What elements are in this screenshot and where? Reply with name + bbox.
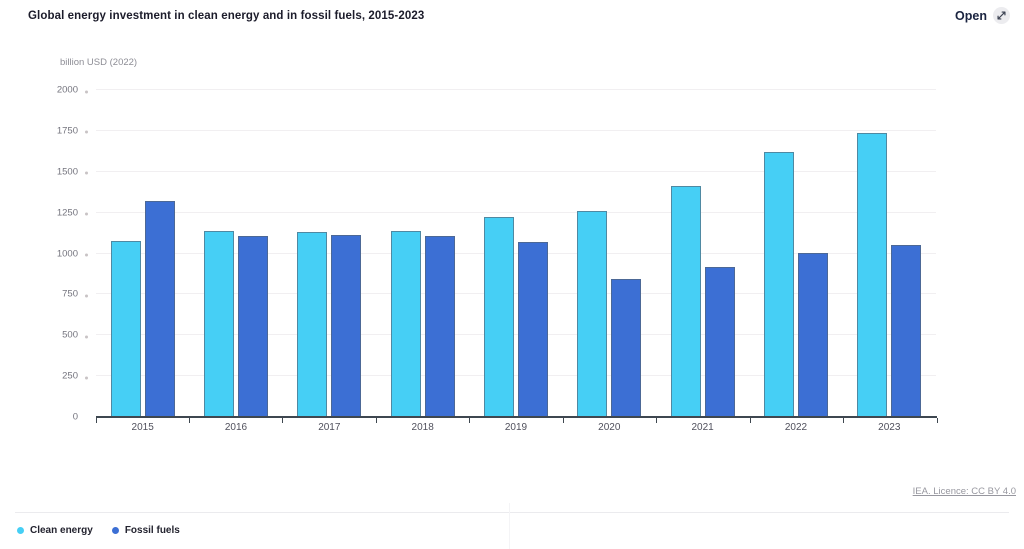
x-axis-label: 2021 (691, 422, 714, 433)
y-axis-tick (85, 253, 88, 257)
license-link[interactable]: IEA. Licence: CC BY 4.0 (912, 486, 1016, 497)
y-axis-tick (85, 335, 88, 339)
gridline (96, 129, 936, 131)
bar-fossil-fuels[interactable] (797, 252, 828, 417)
footer-column-divider (509, 503, 510, 549)
gridline (96, 252, 936, 254)
bar-clean-energy[interactable] (110, 241, 141, 417)
legend-label: Fossil fuels (124, 524, 180, 536)
x-axis-ticks (95, 418, 938, 424)
gridline (96, 89, 936, 90)
bar-fossil-fuels[interactable] (891, 245, 922, 417)
x-axis-label: 2019 (504, 422, 528, 433)
bar-fossil-fuels[interactable] (237, 236, 268, 417)
x-axis-tick (749, 418, 751, 423)
bar-fossil-fuels[interactable] (424, 235, 455, 417)
y-axis: 0 250 500 750 1000 1250 1500 1750 2000 (0, 85, 88, 423)
x-axis-label: 2020 (598, 422, 621, 433)
bar-groups (96, 90, 936, 417)
gridline (96, 293, 936, 295)
x-axis-label: 2022 (784, 422, 808, 433)
y-axis-tick (85, 212, 88, 216)
y-axis-tick-label: 1250 (56, 207, 78, 219)
y-axis-tick-label: 1500 (56, 166, 78, 178)
bar-fossil-fuels[interactable] (517, 242, 548, 417)
x-axis-tick (95, 418, 97, 423)
x-axis-labels: 2015 2016 2017 2018 2019 2020 2021 2022 2023 (96, 422, 936, 433)
x-axis-tick (562, 418, 564, 423)
y-axis-tick-label: 0 (72, 411, 78, 423)
bar-clean-energy[interactable] (297, 232, 328, 417)
open-button[interactable]: Open (955, 7, 1010, 24)
bar-clean-energy[interactable] (483, 216, 514, 417)
y-axis-tick-label: 750 (62, 288, 78, 300)
bar-group (189, 90, 282, 417)
bar-clean-energy[interactable] (390, 230, 421, 417)
bar-clean-energy[interactable] (763, 152, 794, 417)
y-axis-tick (85, 130, 88, 134)
x-axis-label: 2023 (878, 422, 901, 433)
y-axis-tick-label: 1750 (56, 125, 78, 137)
bar-group (563, 90, 656, 417)
x-axis-tick (843, 418, 845, 423)
bar-fossil-fuels[interactable] (704, 267, 735, 417)
bar-clean-energy[interactable] (857, 132, 888, 417)
bar-clean-energy[interactable] (670, 186, 701, 417)
gridline (96, 375, 936, 377)
gridline (96, 170, 936, 172)
x-axis-tick (375, 418, 377, 423)
legend: Clean energy Fossil fuels (17, 522, 180, 538)
plot-area (96, 89, 936, 417)
y-axis-tick-label: 250 (62, 370, 78, 382)
y-axis-unit-label: billion USD (2022) (60, 57, 138, 68)
bar-group (469, 90, 562, 417)
bar-fossil-fuels[interactable] (611, 278, 642, 417)
bar-fossil-fuels[interactable] (144, 201, 175, 417)
legend-label: Clean energy (30, 524, 93, 536)
gridline (96, 334, 936, 336)
x-axis-tick (936, 418, 938, 423)
legend-item-clean-energy[interactable]: Clean energy (17, 525, 93, 536)
footer-divider (15, 512, 1009, 513)
legend-dot (111, 526, 119, 534)
y-axis-tick (85, 294, 88, 298)
open-button-label: Open (955, 8, 987, 23)
y-axis-tick (85, 376, 88, 380)
x-axis-label: 2017 (318, 422, 341, 433)
expand-icon (993, 7, 1010, 24)
x-axis-tick (656, 418, 658, 423)
x-axis-label: 2016 (224, 422, 248, 433)
chart-title: Global energy investment in clean energy… (28, 10, 425, 22)
x-axis-label: 2015 (131, 422, 154, 433)
bar-group (843, 90, 936, 417)
bar-group (376, 90, 469, 417)
gridline (96, 211, 936, 213)
bar-group (96, 90, 189, 417)
bar-fossil-fuels[interactable] (331, 234, 362, 417)
bar-clean-energy[interactable] (203, 231, 234, 417)
x-axis-tick (282, 418, 284, 423)
legend-item-fossil-fuels[interactable]: Fossil fuels (111, 524, 180, 536)
x-axis-tick (188, 418, 190, 423)
bar-clean-energy[interactable] (577, 211, 608, 417)
y-axis-tick-label: 1000 (56, 248, 78, 259)
y-axis-tick-label: 2000 (56, 84, 78, 96)
y-axis-tick (85, 171, 88, 175)
bar-group (749, 90, 842, 417)
x-axis-label: 2018 (411, 422, 434, 433)
x-axis-line (96, 416, 937, 418)
y-axis-tick (85, 90, 88, 93)
bar-group (283, 90, 376, 417)
x-axis-tick (469, 418, 471, 423)
y-axis-tick-label: 500 (62, 329, 78, 341)
bar-group (656, 90, 749, 417)
legend-dot (17, 526, 24, 534)
